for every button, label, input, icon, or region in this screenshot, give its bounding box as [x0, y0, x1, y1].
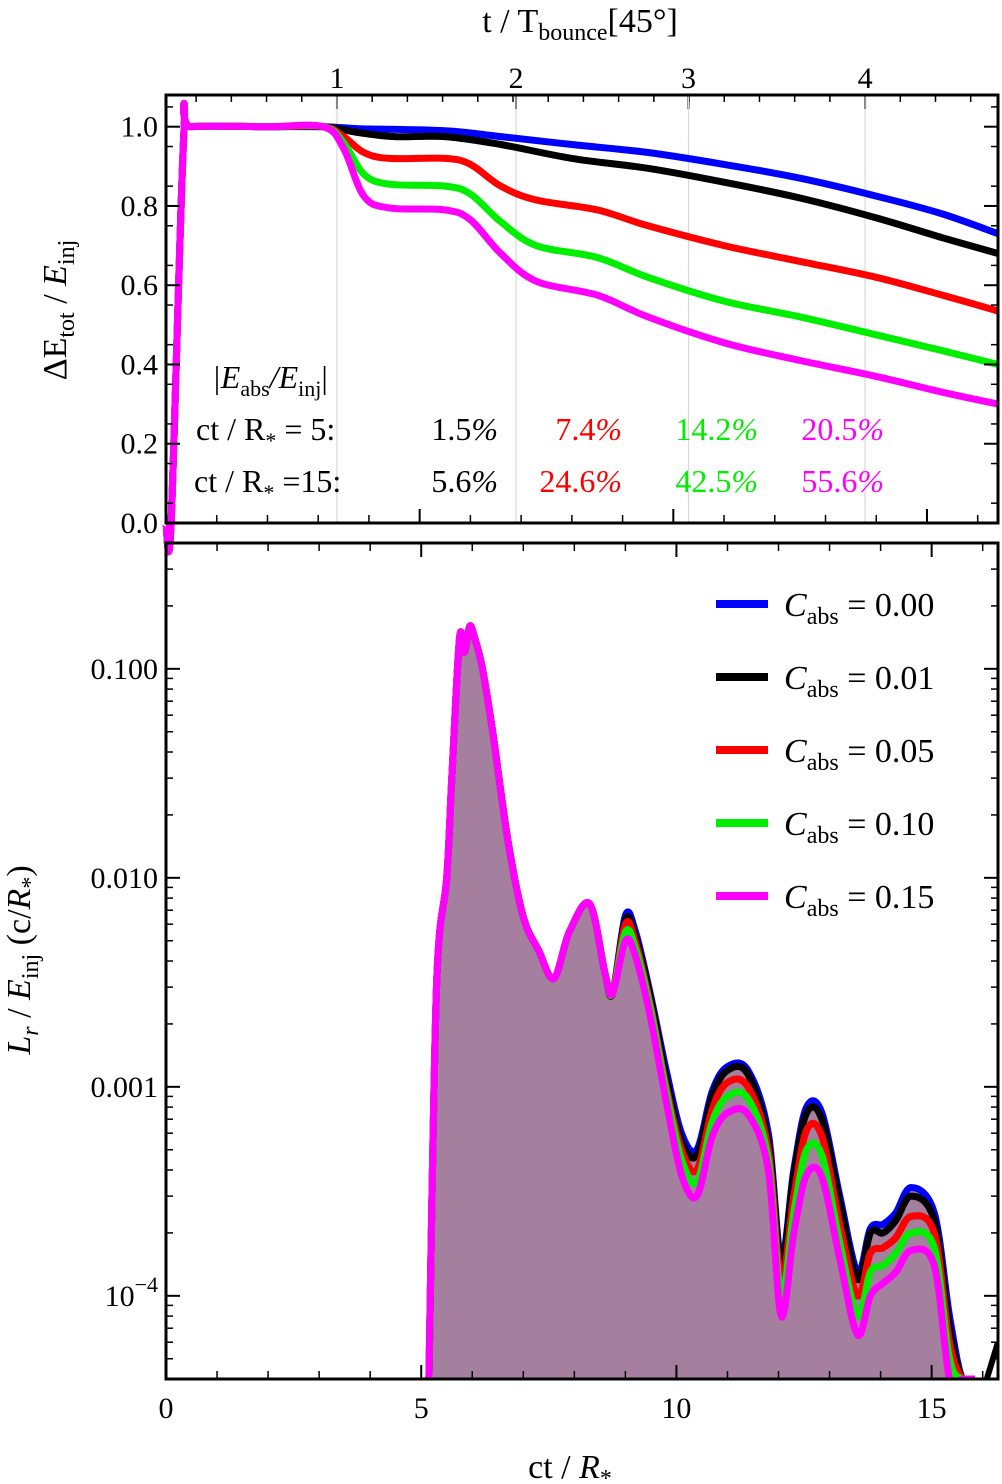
annotation-value-row2-2: 42.5%: [675, 463, 758, 499]
annotation-row2-eq: =15:: [274, 463, 341, 499]
bottom-ylabel-sub: inj: [18, 954, 44, 979]
bottom-x-tick-label: 5: [414, 1392, 429, 1425]
bottom-xlabel-ct: ct /: [528, 1449, 579, 1484]
annotation-header: |Eabs/Einj|: [212, 359, 328, 401]
top-y-tick-label: 0.0: [121, 507, 159, 540]
annotation-row1-eq: = 5:: [276, 411, 335, 447]
annotation-row2-star: *: [263, 480, 274, 505]
bottom-ylabel-r: r: [18, 1026, 44, 1036]
top-axis-tick-label: 3: [681, 62, 696, 95]
annotation-value-row1-0: 1.5%: [431, 411, 498, 447]
bottom-x-axis-label: ct / R*: [528, 1449, 612, 1484]
top-series: [162, 100, 1000, 556]
bottom-ylabel-close: ): [1, 865, 38, 876]
annotation-value-row2-0: 5.6%: [431, 463, 498, 499]
top-ylabel-sub-tot: tot: [54, 312, 80, 338]
bottom-x-tick-label: 15: [917, 1392, 947, 1425]
top-y-axis-label: ΔEtot / Einj: [37, 240, 80, 381]
top-ylabel-delta: ΔE: [37, 338, 74, 381]
bottom-ylabel-R: R: [1, 888, 38, 910]
top-axis-label-sub: bounce: [538, 20, 607, 46]
bottom-y-tick-label: 0.001: [91, 1071, 159, 1104]
top-axis-label: t / Tbounce[45°]: [482, 3, 678, 46]
bottom-series-line-4: [425, 622, 975, 1379]
top-y-tick-label: 0.8: [121, 190, 159, 223]
top-axis-tick-label: 4: [858, 62, 873, 95]
annotation-row1-label: ct / R* = 5:: [196, 411, 335, 453]
legend-label-1: Cabs = 0.01: [784, 660, 934, 703]
bottom-ylabel-star: *: [18, 877, 44, 889]
top-axis-label-suffix: [45°]: [608, 3, 678, 40]
bottom-ylabel-slash: /: [1, 1000, 38, 1026]
annotation-row1-star: *: [265, 428, 276, 453]
annotation-value-row1-2: 14.2%: [675, 411, 758, 447]
top-ylabel-e: E: [37, 265, 74, 287]
bottom-ylabel-e: E: [1, 979, 38, 1001]
bottom-ylabel-unit: (c/: [1, 909, 38, 954]
bottom-series: [425, 622, 998, 1379]
annotation-value-row2-1: 24.6%: [539, 463, 622, 499]
top-series-line-4: [162, 100, 999, 556]
annotation-value-row2-3: 55.6%: [801, 463, 884, 499]
top-ylabel-slash: /: [37, 286, 74, 312]
top-y-tick-label: 0.4: [121, 348, 159, 381]
bottom-y-tick-label: 10−4: [105, 1272, 158, 1313]
annotation-header-end: |: [321, 359, 327, 395]
top-axis-tick-label: 1: [329, 62, 344, 95]
top-axis-tick-label: 2: [509, 62, 524, 95]
bottom-ylabel-l: L: [1, 1036, 38, 1056]
legend-label-3: Cabs = 0.10: [784, 806, 934, 849]
annotation-row1-ct: ct / R: [196, 411, 266, 447]
top-y-tick-label: 0.6: [121, 269, 159, 302]
top-grid: [336, 95, 866, 523]
legend-label-4: Cabs = 0.15: [784, 879, 934, 922]
top-axis-ticks: 1 2 3 4: [195, 62, 972, 109]
annotation-header-slash: /E: [268, 359, 299, 395]
bottom-xlabel-r: R: [578, 1449, 600, 1484]
bottom-ticks: [165, 542, 998, 1380]
bottom-x-tick-label: 10: [661, 1392, 691, 1425]
top-y-tick-label: 1.0: [121, 111, 159, 144]
top-panel: 0.00.20.40.60.81.0 ΔEtot / Einj |Eabs/Ei…: [37, 93, 1000, 556]
annotation-value-row1-3: 20.5%: [801, 411, 884, 447]
bottom-y-tick-label: 0.100: [91, 653, 159, 686]
bottom-y-tick-labels: 0.100 0.010 0.001 10−4: [91, 653, 159, 1313]
legend-label-2: Cabs = 0.05: [784, 733, 934, 776]
top-y-tick-label: 0.2: [121, 428, 159, 461]
annotation-values: 1.5% 7.4% 14.2% 20.5% 5.6% 24.6% 42.5% 55.6%: [431, 411, 884, 499]
legend-label-0: Cabs = 0.00: [784, 587, 934, 630]
annotation-header-abs: abs: [240, 376, 269, 401]
annotation-header-inj: inj: [298, 376, 321, 401]
bottom-edge-rise: [983, 1341, 998, 1379]
top-frame: [164, 93, 1000, 525]
bottom-y-axis-label: Lr / Einj (c/R*): [1, 865, 44, 1055]
legend: Cabs = 0.00 Cabs = 0.01 Cabs = 0.05 Cabs = …: [716, 587, 934, 922]
annotation-row2-label: ct / R* =15:: [194, 463, 341, 505]
annotation-row2-ct: ct / R: [194, 463, 264, 499]
bottom-x-tick-labels: 0 5 10 15: [159, 1392, 947, 1425]
top-axis-label-main: t / T: [482, 3, 538, 40]
annotation-value-row1-1: 7.4%: [555, 411, 622, 447]
top-ylabel-sub-inj: inj: [54, 240, 80, 265]
bottom-x-tick-label: 0: [159, 1392, 174, 1425]
top-y-tick-labels: 0.0 0.2 0.4 0.6 0.8 1.0: [121, 111, 159, 540]
top-ticks: [165, 106, 998, 524]
bottom-xlabel-star: *: [600, 1466, 612, 1484]
bottom-y-tick-label: 0.010: [91, 862, 159, 895]
annotation-header-e: |E: [212, 359, 241, 395]
